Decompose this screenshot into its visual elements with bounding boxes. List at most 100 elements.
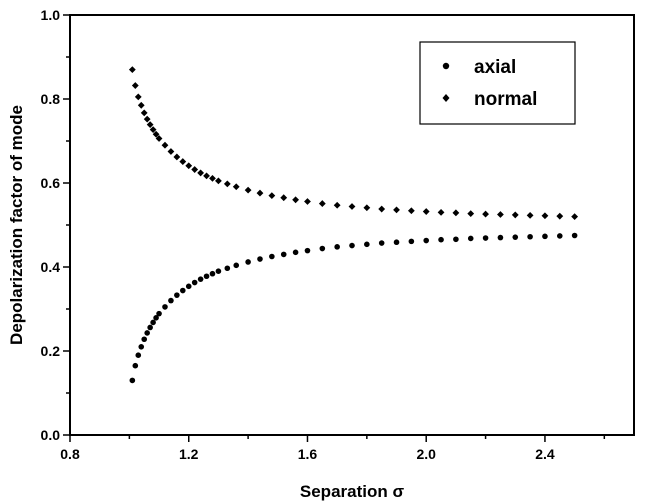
data-point-normal	[179, 158, 187, 165]
x-tick-label: 1.6	[298, 446, 318, 462]
y-tick-label: 0.8	[41, 91, 61, 107]
data-point-axial	[129, 377, 136, 384]
data-point-axial	[141, 336, 148, 343]
data-point-normal	[571, 213, 579, 220]
data-point-axial	[197, 276, 204, 282]
data-point-axial	[138, 344, 145, 350]
series-axial	[129, 232, 578, 384]
data-point-axial	[191, 279, 198, 286]
data-point-axial	[482, 235, 489, 241]
legend-box	[419, 41, 576, 125]
data-point-normal	[318, 200, 326, 207]
data-point-axial	[304, 247, 311, 254]
data-point-normal	[137, 101, 145, 109]
legend-marker-normal	[442, 94, 450, 102]
data-point-axial	[215, 268, 222, 275]
data-point-axial	[378, 240, 385, 246]
data-point-axial	[132, 362, 139, 369]
data-point-axial	[135, 352, 142, 359]
data-point-normal	[146, 121, 154, 129]
data-point-axial	[233, 262, 240, 269]
data-point-normal	[223, 180, 231, 188]
data-point-normal	[131, 82, 139, 89]
y-tick-label: 1.0	[41, 7, 61, 23]
data-point-axial	[571, 232, 578, 239]
data-point-normal	[393, 206, 400, 214]
data-point-normal	[167, 148, 175, 155]
data-point-axial	[423, 237, 430, 244]
x-axis-label: Separation σ	[300, 482, 405, 501]
data-point-normal	[152, 130, 160, 138]
data-point-axial	[438, 236, 444, 243]
legend-label-axial: axial	[474, 57, 516, 78]
data-point-axial	[408, 238, 415, 245]
data-point-axial	[556, 233, 563, 239]
data-point-axial	[180, 287, 186, 294]
data-point-axial	[203, 273, 210, 280]
data-point-axial	[153, 315, 159, 321]
data-point-normal	[378, 205, 386, 213]
data-point-normal	[482, 210, 489, 218]
data-point-normal	[541, 212, 549, 220]
data-point-axial	[453, 236, 459, 243]
data-point-normal	[215, 177, 222, 185]
data-point-axial	[150, 319, 156, 326]
data-point-normal	[143, 115, 151, 123]
x-tick-label: 2.0	[416, 446, 436, 462]
data-point-normal	[304, 198, 311, 205]
data-point-axial	[497, 234, 504, 241]
x-tick-label: 0.8	[60, 446, 80, 462]
data-point-normal	[556, 212, 564, 220]
data-point-normal	[526, 211, 534, 219]
data-point-normal	[511, 211, 519, 219]
axis-ticks	[63, 14, 606, 442]
axis-tick-labels: 0.8 1.2 1.6 2.0 2.4 0.0 0.2 0.4 0.6 0.8 1.0	[41, 7, 555, 462]
data-point-normal	[467, 210, 475, 218]
data-point-axial	[144, 330, 150, 336]
data-point-normal	[244, 186, 252, 194]
data-point-normal	[437, 209, 445, 216]
legend-label-normal: normal	[474, 89, 537, 110]
data-point-normal	[191, 166, 199, 173]
legend-marker-axial	[442, 62, 450, 70]
data-point-axial	[269, 253, 275, 260]
data-point-axial	[542, 233, 548, 240]
data-point-normal	[185, 162, 193, 170]
y-tick-label: 0.4	[41, 259, 61, 275]
data-point-axial	[512, 234, 519, 240]
data-point-axial	[156, 310, 162, 317]
data-point-normal	[280, 194, 288, 202]
data-point-axial	[185, 283, 192, 290]
data-point-normal	[268, 192, 276, 199]
x-tick-label: 1.2	[179, 446, 199, 462]
data-point-normal	[140, 109, 148, 117]
data-point-normal	[452, 209, 460, 217]
data-point-axial	[364, 241, 370, 248]
data-point-axial	[280, 251, 287, 258]
data-point-normal	[348, 203, 356, 210]
data-point-normal	[292, 196, 299, 204]
data-point-axial	[257, 256, 263, 262]
data-point-normal	[256, 189, 264, 197]
data-point-normal	[155, 135, 163, 142]
data-point-normal	[161, 141, 169, 149]
legend: axial normal	[419, 41, 576, 125]
data-point-axial	[527, 233, 533, 240]
data-point-axial	[162, 304, 168, 310]
data-point-normal	[232, 183, 240, 191]
data-point-axial	[209, 270, 216, 277]
y-tick-label: 0.6	[41, 175, 61, 191]
data-point-normal	[363, 204, 371, 212]
data-point-axial	[319, 245, 326, 252]
data-point-axial	[349, 242, 355, 249]
data-point-normal	[422, 208, 430, 215]
data-point-normal	[197, 169, 205, 177]
data-point-axial	[393, 239, 400, 246]
data-point-normal	[497, 211, 504, 218]
data-point-normal	[149, 126, 157, 134]
data-point-axial	[168, 297, 174, 304]
data-point-normal	[209, 174, 216, 182]
data-point-axial	[147, 324, 153, 331]
data-point-normal	[203, 172, 210, 180]
data-point-normal	[128, 66, 136, 73]
